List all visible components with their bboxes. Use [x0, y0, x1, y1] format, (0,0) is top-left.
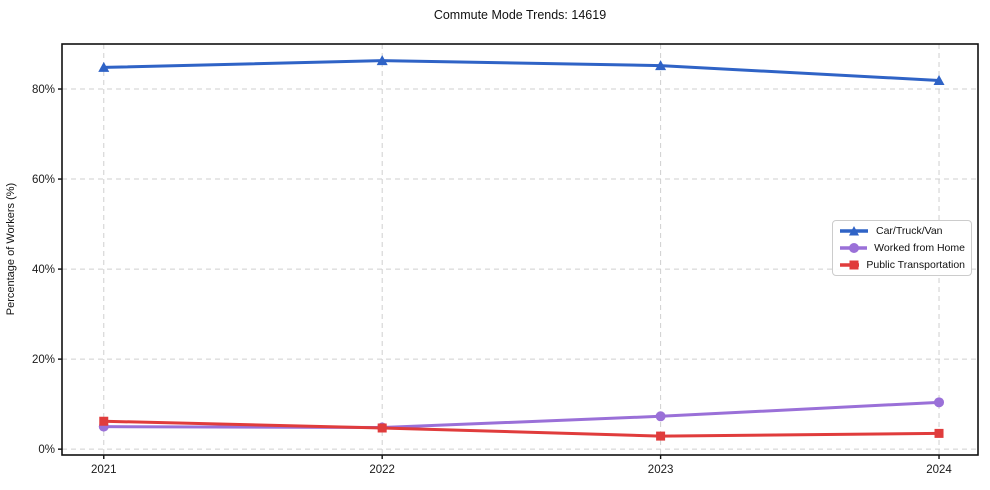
marker-square [656, 431, 666, 441]
marker-square [99, 416, 109, 426]
series-line-circle [102, 400, 941, 430]
marker-triangle [376, 55, 388, 66]
marker-circle [934, 397, 945, 408]
y-tick-label: 0% [38, 444, 55, 456]
y-axis-label: Percentage of Workers (%) [5, 182, 17, 316]
x-tick-label: 2024 [926, 464, 952, 476]
circle-marker-icon [840, 243, 868, 253]
series-line-square [102, 419, 941, 438]
legend: Car/Truck/Van Worked from Home Public Tran… [832, 220, 972, 276]
legend-item-public-transportation: Public Transportation [839, 256, 965, 273]
legend-item-worked-from-home: Worked from Home [839, 240, 965, 257]
legend-label: Public Transportation [866, 258, 965, 271]
chart-title: Commute Mode Trends: 14619 [433, 8, 607, 22]
x-tick-label: 2023 [648, 464, 674, 476]
square-marker-icon [840, 260, 860, 270]
legend-label: Worked from Home [874, 242, 965, 254]
marker-triangle [655, 60, 667, 71]
marker-square [934, 428, 944, 438]
x-tick-label: 2022 [369, 464, 395, 476]
marker-circle [655, 411, 666, 422]
triangle-marker-icon [840, 226, 868, 236]
y-tick-label: 80% [32, 84, 55, 96]
plot-border [61, 43, 979, 456]
legend-label: Car/Truck/Van [876, 225, 943, 238]
series-line-triangle [102, 59, 941, 82]
legend-item-car-truck-van: Car/Truck/Van [839, 223, 965, 240]
y-tick-label: 40% [32, 264, 55, 276]
marker-square [377, 423, 387, 433]
y-tick-label: 20% [32, 354, 55, 366]
y-tick-label: 60% [32, 174, 55, 186]
marker-triangle [933, 74, 945, 85]
marker-triangle [98, 61, 110, 72]
x-tick-label: 2021 [91, 464, 117, 476]
